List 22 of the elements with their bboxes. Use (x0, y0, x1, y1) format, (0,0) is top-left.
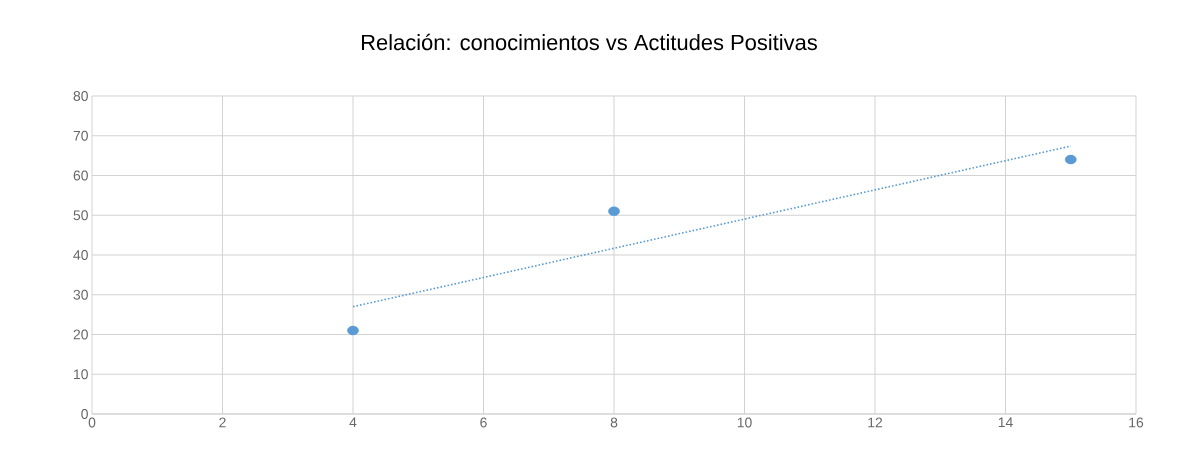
chart-title: Relación: conocimientos vs Actitudes Positivas (361, 33, 817, 51)
point (608, 206, 620, 216)
y-tick-label: 60 (73, 170, 88, 181)
x-tick-label: 4 (349, 417, 357, 428)
x-tick-label: 2 (219, 417, 226, 428)
y-tick-label: 50 (73, 210, 88, 221)
x-tick-label: 14 (998, 417, 1013, 428)
x-tick-label: 12 (868, 417, 883, 428)
x-tick-label: 10 (737, 417, 752, 428)
y-tick-label: 20 (73, 329, 88, 340)
x-tick-label: 6 (480, 417, 487, 428)
y-tick-label: 0 (81, 409, 88, 419)
y-tick-label: 30 (73, 289, 88, 300)
x-tick-label: 16 (1129, 417, 1144, 428)
point (1064, 154, 1077, 165)
y-tick-label: 70 (73, 130, 88, 141)
x-tick-label: 8 (610, 417, 618, 428)
y-tick-label: 40 (73, 250, 88, 260)
y-tick-label: 10 (74, 369, 88, 380)
x-tick-label: 0 (88, 417, 96, 428)
point (347, 325, 359, 336)
y-tick-label: 80 (73, 91, 88, 101)
